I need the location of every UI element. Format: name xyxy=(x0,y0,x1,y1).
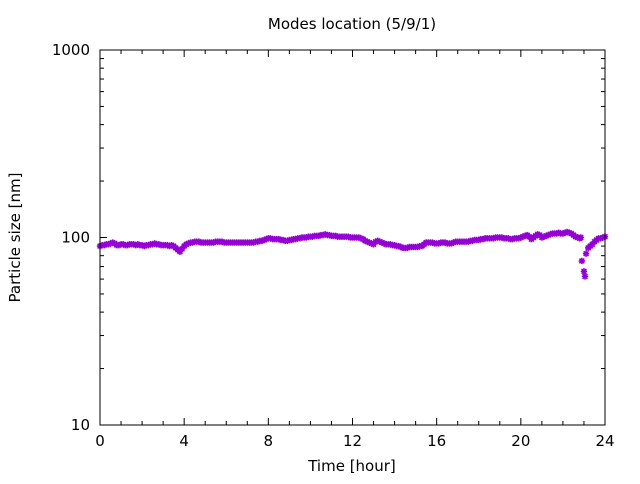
data-point xyxy=(582,250,590,257)
x-tick-label: 24 xyxy=(595,432,614,450)
data-point xyxy=(578,257,586,265)
y-axis-label: Particle size [nm] xyxy=(6,173,24,303)
x-tick-label: 4 xyxy=(179,432,189,450)
x-tick-label: 16 xyxy=(427,432,446,450)
data-points xyxy=(96,228,609,280)
y-tick-label: 10 xyxy=(71,416,90,434)
data-point xyxy=(577,234,585,241)
x-tick-label: 20 xyxy=(511,432,530,450)
data-point xyxy=(581,273,589,280)
ticks: 0 4 8 12 16 20 24 10 100 1000 xyxy=(52,41,615,450)
y-tick-label: 100 xyxy=(61,229,90,247)
x-tick-label: 8 xyxy=(264,432,274,450)
chart-title: Modes location (5/9/1) xyxy=(268,15,436,33)
data-point xyxy=(580,268,588,275)
x-axis-label: Time [hour] xyxy=(307,457,396,475)
plot-frame xyxy=(99,49,606,426)
x-tick-label: 12 xyxy=(343,432,362,450)
y-tick-label: 1000 xyxy=(52,41,90,59)
x-tick-label: 0 xyxy=(95,432,105,450)
